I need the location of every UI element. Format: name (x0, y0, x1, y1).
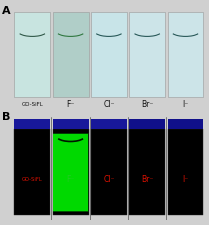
Bar (91, 119, 127, 129)
Bar (55, 136, 86, 210)
Bar (54, 135, 87, 211)
Text: GO-SiFL: GO-SiFL (22, 177, 43, 182)
Bar (54, 135, 87, 210)
Bar (129, 13, 165, 98)
Text: F⁻: F⁻ (66, 99, 75, 108)
Bar (91, 13, 127, 98)
Text: GO-SiFL: GO-SiFL (22, 101, 43, 106)
Text: Cl⁻: Cl⁻ (103, 99, 115, 108)
Text: I⁻: I⁻ (182, 99, 189, 108)
Bar (56, 137, 86, 209)
Bar (54, 135, 87, 211)
Bar (55, 135, 87, 210)
Bar (53, 129, 89, 215)
Bar (54, 135, 88, 211)
Bar (53, 134, 89, 212)
Bar (53, 13, 89, 98)
Bar (167, 13, 203, 98)
Bar (53, 134, 88, 212)
Bar (129, 119, 165, 129)
Bar (55, 136, 86, 209)
Bar (55, 136, 87, 210)
Text: Cl⁻: Cl⁻ (103, 175, 115, 184)
Text: B: B (2, 111, 10, 121)
Bar (53, 119, 89, 129)
Bar (129, 129, 165, 215)
Text: A: A (2, 6, 11, 16)
Text: Br⁻: Br⁻ (141, 175, 153, 184)
Bar (167, 119, 203, 129)
Text: F⁻: F⁻ (66, 175, 75, 184)
Bar (53, 134, 88, 212)
Bar (14, 129, 50, 215)
Bar (14, 13, 50, 98)
Bar (53, 134, 88, 212)
Bar (14, 119, 50, 129)
Bar (91, 129, 127, 215)
Text: Br⁻: Br⁻ (141, 99, 153, 108)
Bar (55, 136, 86, 209)
Bar (167, 129, 203, 215)
Text: I⁻: I⁻ (182, 175, 189, 184)
Bar (53, 135, 88, 211)
Bar (54, 135, 88, 211)
